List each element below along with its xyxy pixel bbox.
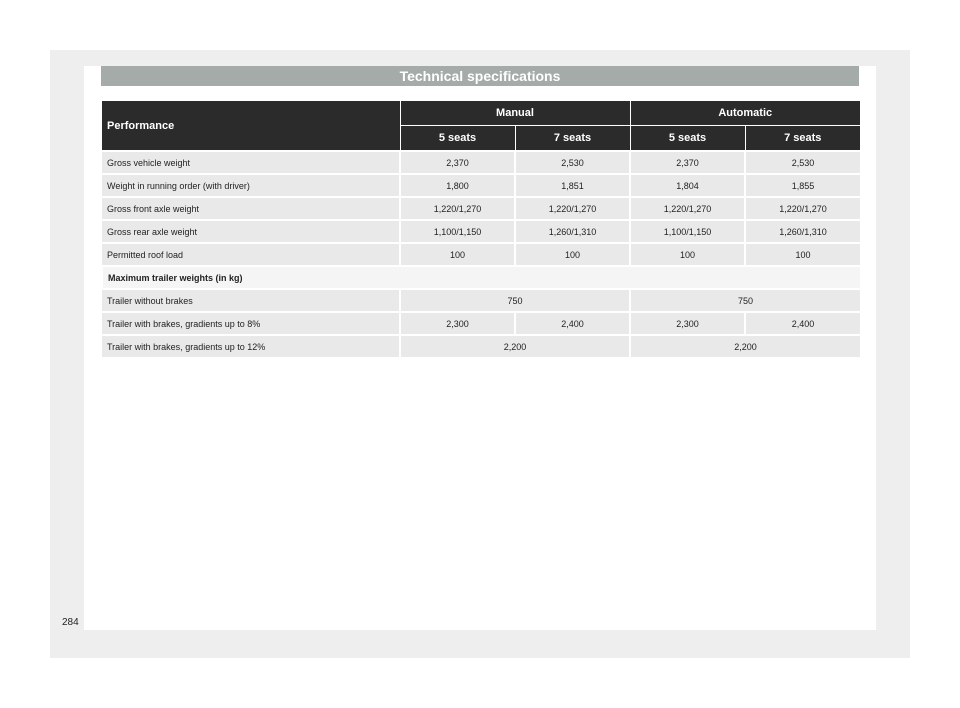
trailer-weights-section-label: Maximum trailer weights (in kg) [101, 265, 860, 289]
automatic-5-seats-header: 5 seats [629, 125, 745, 151]
table-cell: 2,300 [629, 311, 745, 335]
table-row: Gross front axle weight 1,220/1,270 1,22… [102, 196, 860, 220]
table-cell: 1,220/1,270 [744, 196, 860, 220]
table-cell: 2,370 [629, 150, 745, 174]
table-cell: 750 [629, 288, 860, 312]
manual-header: Manual [399, 101, 630, 126]
section-title-bar: Technical specifications [101, 66, 859, 86]
table-row: Gross vehicle weight 2,370 2,530 2,370 2… [102, 150, 860, 174]
row-label: Permitted roof load [102, 242, 400, 266]
table-cell: 2,400 [744, 311, 860, 335]
table-row: Trailer without brakes 750 750 [102, 288, 860, 312]
table-cell: 1,220/1,270 [629, 196, 745, 220]
table-cell: 2,400 [514, 311, 630, 335]
table-cell: 2,200 [629, 334, 860, 357]
row-label: Trailer with brakes, gradients up to 12% [102, 334, 400, 357]
technical-specifications-table: Performance Manual Automatic 5 seats 7 s… [101, 101, 860, 357]
automatic-7-seats-header: 7 seats [744, 125, 860, 151]
table-cell: 1,804 [629, 173, 745, 197]
automatic-header: Automatic [629, 101, 860, 126]
section-row: Maximum trailer weights (in kg) [101, 265, 860, 289]
row-label: Trailer with brakes, gradients up to 8% [102, 311, 400, 335]
manual-5-seats-header: 5 seats [399, 125, 515, 151]
table-cell: 100 [629, 242, 745, 266]
table-cell: 100 [744, 242, 860, 266]
row-label: Trailer without brakes [102, 288, 400, 312]
table-cell: 100 [514, 242, 630, 266]
table-cell: 2,530 [514, 150, 630, 174]
section-title: Technical specifications [399, 68, 561, 84]
row-label: Gross vehicle weight [102, 150, 400, 174]
table-cell: 100 [399, 242, 515, 266]
table-cell: 2,300 [399, 311, 515, 335]
table-cell: 1,260/1,310 [744, 219, 860, 243]
performance-header: Performance [102, 101, 400, 151]
table-row: Trailer with brakes, gradients up to 8% … [102, 311, 860, 335]
table-row: Permitted roof load 100 100 100 100 [102, 242, 860, 266]
page-number: 284 [62, 617, 79, 628]
manual-7-seats-header: 7 seats [514, 125, 630, 151]
row-label: Gross front axle weight [102, 196, 400, 220]
table-row: Gross rear axle weight 1,100/1,150 1,260… [102, 219, 860, 243]
table-cell: 2,370 [399, 150, 515, 174]
table-cell: 1,100/1,150 [399, 219, 515, 243]
table-row: Trailer with brakes, gradients up to 12%… [102, 334, 860, 357]
table-cell: 1,851 [514, 173, 630, 197]
table-cell: 1,220/1,270 [514, 196, 630, 220]
table-row: Weight in running order (with driver) 1,… [102, 173, 860, 197]
row-label: Gross rear axle weight [102, 219, 400, 243]
table-cell: 1,855 [744, 173, 860, 197]
table-cell: 2,200 [399, 334, 630, 357]
table-cell: 1,260/1,310 [514, 219, 630, 243]
table-cell: 1,100/1,150 [629, 219, 745, 243]
table-cell: 750 [399, 288, 630, 312]
table-cell: 2,530 [744, 150, 860, 174]
row-label: Weight in running order (with driver) [102, 173, 400, 197]
table-cell: 1,800 [399, 173, 515, 197]
table-cell: 1,220/1,270 [399, 196, 515, 220]
